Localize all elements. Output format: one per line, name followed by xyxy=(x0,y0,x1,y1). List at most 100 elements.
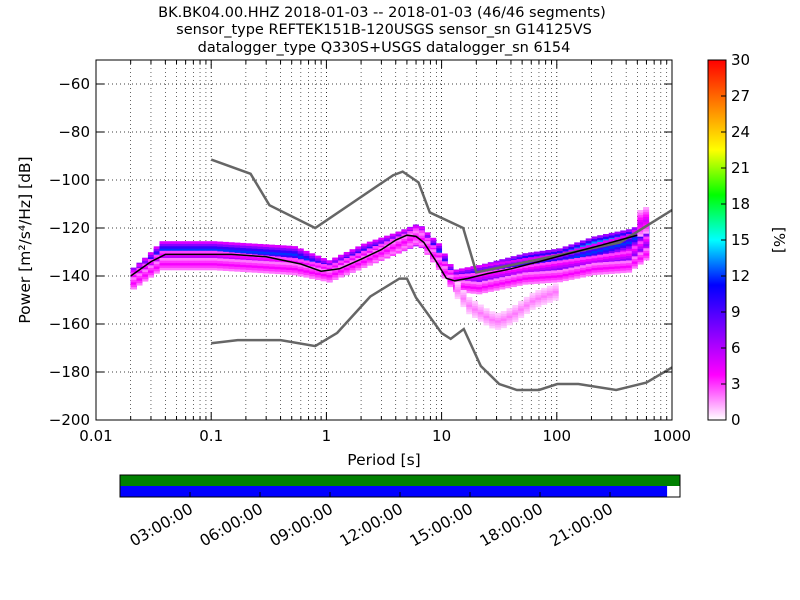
density-cell xyxy=(626,270,633,273)
density-cell xyxy=(257,263,264,266)
time-tick-label: 18:00:00 xyxy=(477,500,546,550)
density-cell xyxy=(489,313,496,317)
density-cell xyxy=(228,249,235,253)
density-cell xyxy=(153,261,160,265)
density-cell xyxy=(574,266,581,270)
density-cell xyxy=(418,244,425,248)
density-cell xyxy=(539,273,546,277)
density-cell xyxy=(182,250,189,254)
density-cell xyxy=(309,273,316,277)
density-cell xyxy=(562,268,569,272)
density-cell xyxy=(378,249,385,253)
density-cell xyxy=(142,269,149,272)
density-cell xyxy=(533,273,540,277)
density-cell xyxy=(585,261,592,264)
density-cell xyxy=(418,226,425,230)
density-cell xyxy=(568,257,575,260)
density-cell xyxy=(643,248,650,251)
density-cell xyxy=(512,314,519,318)
density-cell xyxy=(637,219,644,223)
density-cell xyxy=(505,263,512,266)
density-cell xyxy=(574,255,581,259)
density-cell xyxy=(297,253,304,256)
density-cell xyxy=(280,247,287,251)
density-cell xyxy=(631,265,638,269)
density-cell xyxy=(205,262,212,266)
density-cell xyxy=(194,250,201,254)
density-cell xyxy=(366,244,373,247)
density-cell xyxy=(176,260,183,264)
density-cell xyxy=(579,251,587,255)
density-cell xyxy=(332,259,339,263)
density-cell xyxy=(303,253,310,256)
density-cell xyxy=(234,257,241,261)
density-cell xyxy=(597,235,604,238)
density-cell xyxy=(552,297,559,301)
density-cell xyxy=(263,249,270,252)
density-cell xyxy=(407,240,414,244)
density-cell xyxy=(263,257,270,261)
density-cell xyxy=(257,248,264,252)
density-cell xyxy=(579,242,587,246)
density-cell xyxy=(637,222,644,225)
density-cell xyxy=(568,269,575,273)
density-cell xyxy=(602,266,610,270)
axis-ticks: 0.01 0.1 1 10 100 1000 −200 −180 −160 −140 −120 −10… xyxy=(49,60,691,445)
density-cell xyxy=(546,288,553,291)
density-cell xyxy=(424,243,431,247)
density-cell xyxy=(597,251,604,255)
density-cell xyxy=(585,258,592,262)
density-cell xyxy=(153,246,160,249)
density-cell xyxy=(614,259,621,263)
density-cell xyxy=(286,269,293,273)
density-cell xyxy=(401,245,408,249)
density-cell xyxy=(240,242,247,246)
density-cell xyxy=(529,302,536,306)
density-cell xyxy=(361,260,368,264)
density-cell xyxy=(472,312,479,316)
density-cell xyxy=(297,264,304,267)
density-cell xyxy=(608,248,615,252)
density-cell xyxy=(159,265,166,268)
density-cell xyxy=(274,247,281,251)
density-cell xyxy=(574,273,581,277)
density-cell xyxy=(372,252,379,256)
density-cell xyxy=(280,262,287,265)
density-cell xyxy=(620,242,627,246)
density-cell xyxy=(412,230,419,234)
density-cell xyxy=(489,323,496,326)
density-cell xyxy=(170,260,178,264)
density-cell xyxy=(355,246,362,250)
density-cell xyxy=(516,268,523,272)
density-cell xyxy=(332,277,339,280)
density-cell xyxy=(447,277,454,280)
density-cell xyxy=(222,244,229,247)
density-cell xyxy=(510,256,517,259)
density-cell xyxy=(291,246,299,249)
density-cell xyxy=(136,266,143,270)
density-cell xyxy=(454,294,461,297)
density-cell xyxy=(309,264,316,267)
density-cell xyxy=(447,281,454,285)
density-cell xyxy=(460,289,467,293)
density-cell xyxy=(153,251,160,254)
density-cell xyxy=(153,259,160,263)
density-cell xyxy=(142,276,149,280)
density-cell xyxy=(591,270,598,273)
density-cell xyxy=(199,265,206,268)
density-cell xyxy=(245,262,252,266)
density-cell xyxy=(251,243,258,247)
density-cell xyxy=(487,289,494,292)
density-cell xyxy=(280,250,287,253)
x-tick-label: 0.01 xyxy=(79,427,112,445)
density-cell xyxy=(539,280,546,284)
density-cell xyxy=(512,307,519,311)
density-cell xyxy=(529,299,536,303)
density-cell xyxy=(176,267,183,271)
density-cell xyxy=(395,234,402,237)
density-cell xyxy=(349,253,356,257)
density-cell xyxy=(512,305,519,308)
density-cell xyxy=(199,260,206,264)
density-cell xyxy=(602,238,610,242)
density-cell xyxy=(493,274,500,278)
